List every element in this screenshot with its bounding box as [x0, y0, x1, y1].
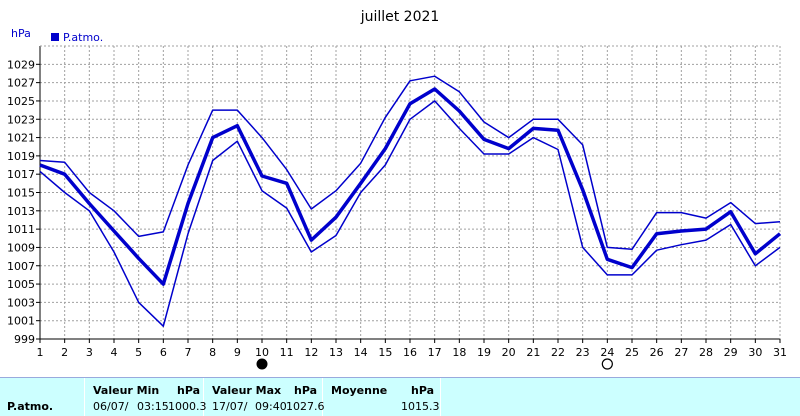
- summary-min-unit: hPa: [177, 384, 201, 397]
- summary-avg-cell: Moyenne hPa 1015.3: [323, 378, 441, 416]
- x-tick-label: 15: [378, 346, 392, 359]
- summary-max-time: 09:40: [255, 400, 287, 413]
- y-tick-label: 1027: [7, 77, 35, 90]
- y-tick-label: 1011: [7, 223, 35, 236]
- x-tick-label: 8: [209, 346, 216, 359]
- x-tick-label: 31: [773, 346, 787, 359]
- x-tick-label: 11: [280, 346, 294, 359]
- x-tick-label: 10: [255, 346, 269, 359]
- summary-max-header: Valeur Max: [212, 384, 282, 397]
- summary-avg-value: 1015.3: [401, 400, 440, 413]
- summary-min-header: Valeur Min: [93, 384, 160, 397]
- legend-swatch: [51, 33, 59, 41]
- y-tick-label: 1023: [7, 113, 35, 126]
- x-tick-label: 19: [477, 346, 491, 359]
- y-tick-label: 1029: [7, 58, 35, 71]
- x-tick-label: 7: [185, 346, 192, 359]
- y-tick-label: 1013: [7, 205, 35, 218]
- x-tick-label: 16: [403, 346, 417, 359]
- x-tick-label: 28: [699, 346, 713, 359]
- summary-max-date: 17/07/: [212, 400, 248, 413]
- series-line-mean: [39, 87, 782, 286]
- pressure-chart: juillet 2021 hPa P.atmo. 999 1001 1003 1005 100…: [7, 9, 787, 370]
- y-tick-label: 1017: [7, 168, 35, 181]
- y-tick-label: 1003: [7, 296, 35, 309]
- x-tick-label: 20: [502, 346, 516, 359]
- legend-label: P.atmo.: [63, 31, 103, 44]
- summary-min-value: 1000.3: [168, 400, 207, 413]
- x-tick-label: 6: [160, 346, 167, 359]
- x-tick-label: 13: [329, 346, 343, 359]
- x-tick-label: 18: [452, 346, 466, 359]
- summary-max-cell: Valeur Max hPa 17/07/ 09:40 1027.6: [204, 378, 325, 416]
- x-tick-label: 17: [428, 346, 442, 359]
- x-tick-label: 3: [86, 346, 93, 359]
- x-tick-label: 9: [234, 346, 241, 359]
- pressure-chart-svg: juillet 2021 hPa P.atmo. 999 1001 1003 1005 100…: [7, 9, 787, 370]
- x-tick-label: 5: [135, 346, 142, 359]
- y-tick-label: 1009: [7, 241, 35, 254]
- x-tick-label: 25: [625, 346, 639, 359]
- x-tick-label: 30: [748, 346, 762, 359]
- chart-title: juillet 2021: [360, 9, 440, 25]
- x-tick-label: 2: [61, 346, 68, 359]
- x-tick-label: 24: [600, 346, 614, 359]
- x-tick-label: 14: [354, 346, 368, 359]
- summary-min-time: 03:15: [137, 400, 169, 413]
- series-line-max: [39, 75, 781, 251]
- summary-min-cell: Valeur Min hPa 06/07/ 03:15 1000.3: [85, 378, 207, 416]
- summary-avg-header: Moyenne: [331, 384, 388, 397]
- x-tick-label: 29: [724, 346, 738, 359]
- summary-label-cell: P.atmo.: [0, 378, 85, 416]
- y-tick-label: 999: [14, 333, 35, 346]
- x-tick-label: 22: [551, 346, 565, 359]
- summary-max-value: 1027.6: [286, 400, 325, 413]
- y-tick-label: 1019: [7, 150, 35, 163]
- summary-max-unit: hPa: [294, 384, 318, 397]
- y-tick-label: 1005: [7, 278, 35, 291]
- y-tick-label: 1025: [7, 95, 35, 108]
- x-tick-label: 23: [576, 346, 590, 359]
- summary-avg-unit: hPa: [411, 384, 435, 397]
- x-tick-label: 27: [674, 346, 688, 359]
- y-tick-label: 1015: [7, 187, 35, 200]
- y-tick-label: 1001: [7, 315, 35, 328]
- series-line-min: [39, 100, 781, 327]
- y-tick-label: 1021: [7, 132, 35, 145]
- x-tick-label: 12: [304, 346, 318, 359]
- y-axis-label: hPa: [11, 27, 31, 40]
- summary-min-date: 06/07/: [93, 400, 129, 413]
- x-tick-label: 26: [650, 346, 664, 359]
- x-tick-label: 21: [526, 346, 540, 359]
- y-tick-label: 1007: [7, 260, 35, 273]
- x-tick-label: 1: [37, 346, 44, 359]
- full-moon-marker: [601, 358, 613, 370]
- summary-table: P.atmo. Valeur Min hPa 06/07/ 03:15 1000…: [0, 377, 800, 416]
- summary-row-label: P.atmo.: [7, 400, 54, 413]
- new-moon-marker: [256, 358, 268, 370]
- x-tick-label: 4: [111, 346, 118, 359]
